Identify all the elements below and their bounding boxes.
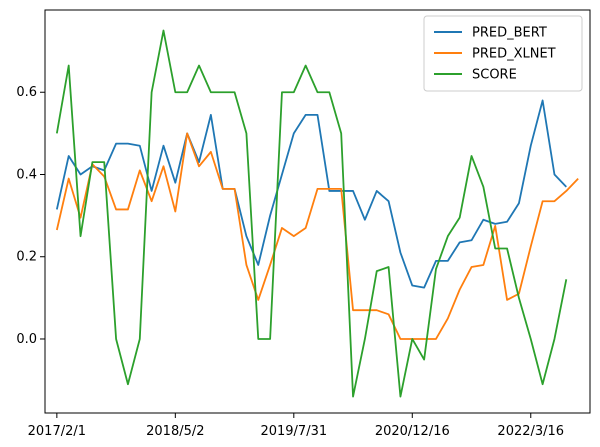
x-axis: 2017/2/1 2018/5/2 2019/7/31 2020/12/16 2022/… bbox=[28, 413, 564, 439]
y-tick-label: 0.4 bbox=[16, 167, 37, 182]
series-line-score bbox=[55, 29, 568, 398]
x-tick-label: 2017/2/1 bbox=[28, 424, 86, 439]
x-tick-label: 2022/3/16 bbox=[497, 424, 564, 439]
legend-label: SCORE bbox=[472, 68, 517, 83]
x-tick-label: 2020/12/16 bbox=[375, 424, 450, 439]
legend: PRED_BERT PRED_XLNET SCORE bbox=[423, 15, 583, 92]
series-line-pred-xlnet bbox=[55, 132, 579, 340]
legend-box bbox=[423, 15, 583, 92]
y-tick-label: 0.6 bbox=[16, 85, 37, 100]
legend-label: PRED_BERT bbox=[472, 26, 547, 41]
series-line-pred-bert bbox=[55, 99, 567, 289]
x-tick-label: 2019/7/31 bbox=[260, 424, 327, 439]
x-tick-label: 2018/5/2 bbox=[146, 424, 204, 439]
legend-label: PRED_XLNET bbox=[472, 47, 556, 62]
series-layer bbox=[55, 29, 579, 398]
y-tick-label: 0.0 bbox=[16, 332, 37, 347]
y-axis: 0.0 0.2 0.4 0.6 bbox=[16, 85, 45, 347]
y-tick-label: 0.2 bbox=[16, 250, 37, 265]
